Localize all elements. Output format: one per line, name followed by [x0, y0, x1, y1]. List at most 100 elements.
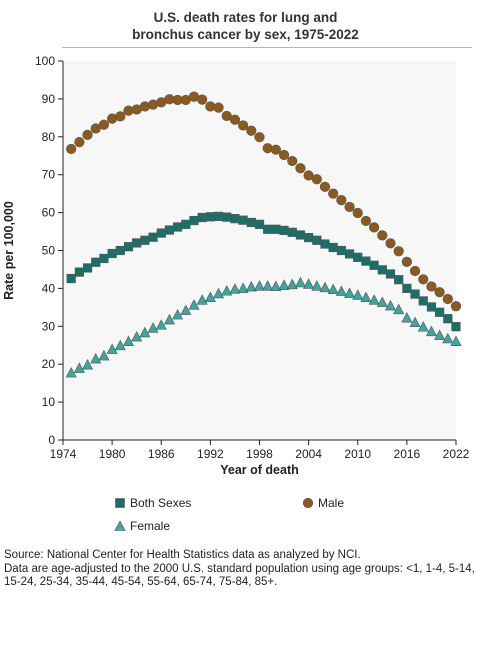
point-female [409, 316, 421, 328]
point-both-sexes [377, 265, 387, 275]
point-both-sexes [254, 219, 265, 229]
point-both-sexes [402, 283, 412, 294]
x-tick-label: 1992 [197, 447, 224, 461]
point-female [180, 304, 192, 315]
point-female [82, 359, 94, 370]
point-female [344, 287, 356, 298]
point-male [409, 265, 421, 277]
chart-plot: 0 10 20 30 40 50 60 70 80 90 100 1974 1980 1986 1992 19… [2, 54, 470, 477]
x-tick-label: 1986 [148, 447, 175, 461]
x-tick-label: 1974 [50, 447, 77, 461]
y-tick-label: 40 [42, 281, 56, 295]
point-male [311, 174, 322, 185]
point-female [294, 276, 306, 288]
point-both-sexes [197, 212, 207, 223]
point-male [401, 256, 412, 267]
point-female [196, 294, 208, 305]
point-female [114, 339, 126, 351]
point-male [98, 119, 110, 130]
point-both-sexes [263, 224, 273, 234]
y-tick-label: 0 [48, 433, 55, 447]
legend-item-female: Female [114, 519, 170, 533]
point-both-sexes [74, 267, 84, 277]
point-female [360, 291, 372, 302]
point-female [213, 287, 225, 299]
x-tick-label: 1998 [246, 447, 273, 461]
point-both-sexes [336, 245, 346, 256]
series-female [65, 276, 462, 378]
point-female [98, 349, 110, 361]
x-tick-label: 1980 [99, 447, 126, 461]
point-male [377, 230, 388, 241]
point-female [311, 280, 323, 291]
point-both-sexes [222, 212, 232, 222]
y-tick-label: 70 [42, 168, 56, 182]
point-female [434, 329, 446, 340]
y-tick-label: 20 [42, 357, 56, 371]
point-female [139, 326, 151, 338]
point-female [442, 332, 454, 344]
legend-label-both-sexes: Both Sexes [130, 496, 192, 510]
point-both-sexes [189, 215, 199, 226]
point-female [278, 279, 290, 290]
point-male [115, 111, 126, 122]
point-both-sexes [148, 232, 158, 242]
point-male [369, 222, 380, 233]
point-male [393, 246, 404, 257]
point-female [401, 312, 413, 323]
point-male [336, 194, 347, 206]
point-both-sexes [140, 235, 150, 245]
point-female [450, 335, 462, 346]
point-both-sexes [394, 275, 404, 285]
point-female [327, 283, 339, 295]
point-both-sexes [312, 235, 322, 245]
point-female [376, 296, 388, 307]
y-axis-label: Rate per 100,000 [2, 201, 16, 300]
point-both-sexes [328, 242, 338, 253]
point-male [74, 137, 85, 148]
source-notes: Source: National Center for Health Stati… [4, 549, 488, 590]
point-male [254, 132, 265, 143]
point-female [254, 280, 265, 291]
series-both-sexes [66, 211, 461, 332]
point-female [90, 352, 102, 364]
y-tick-label: 10 [42, 395, 56, 409]
point-both-sexes [205, 212, 215, 222]
legend-circle-marker [302, 497, 314, 509]
point-female [393, 303, 405, 315]
y-tick-label: 30 [42, 319, 56, 333]
point-female [352, 289, 364, 300]
point-male [287, 155, 298, 167]
point-both-sexes [361, 256, 371, 266]
point-female [131, 330, 143, 342]
chart-title-line-1: U.S. death rates for lung and [153, 10, 338, 25]
point-both-sexes [181, 219, 191, 229]
y-tick-label: 100 [35, 54, 55, 68]
point-both-sexes [385, 269, 396, 279]
series-male [66, 91, 462, 312]
chart-title: U.S. death rates for lung and bronchus c… [0, 9, 491, 43]
point-female [204, 291, 216, 302]
y-tick-label: 90 [42, 92, 56, 106]
point-both-sexes [238, 215, 248, 225]
point-male [295, 163, 306, 174]
point-both-sexes [451, 322, 461, 332]
point-both-sexes [99, 253, 109, 264]
title-divider [62, 47, 472, 48]
point-both-sexes [115, 245, 125, 256]
point-both-sexes [66, 273, 76, 284]
point-both-sexes [246, 217, 256, 228]
point-both-sexes [435, 307, 445, 317]
point-both-sexes [82, 263, 93, 273]
point-female [221, 285, 233, 296]
point-female [106, 343, 118, 354]
x-tick-label: 2022 [443, 447, 470, 461]
point-both-sexes [279, 225, 289, 236]
note-text: Data are age-adjusted to the 2000 U.S. s… [4, 562, 475, 589]
y-tick-label: 50 [42, 244, 56, 258]
point-both-sexes [344, 249, 355, 259]
point-male [82, 129, 93, 141]
point-male [344, 201, 355, 213]
point-both-sexes [107, 248, 117, 259]
point-female [123, 335, 134, 346]
